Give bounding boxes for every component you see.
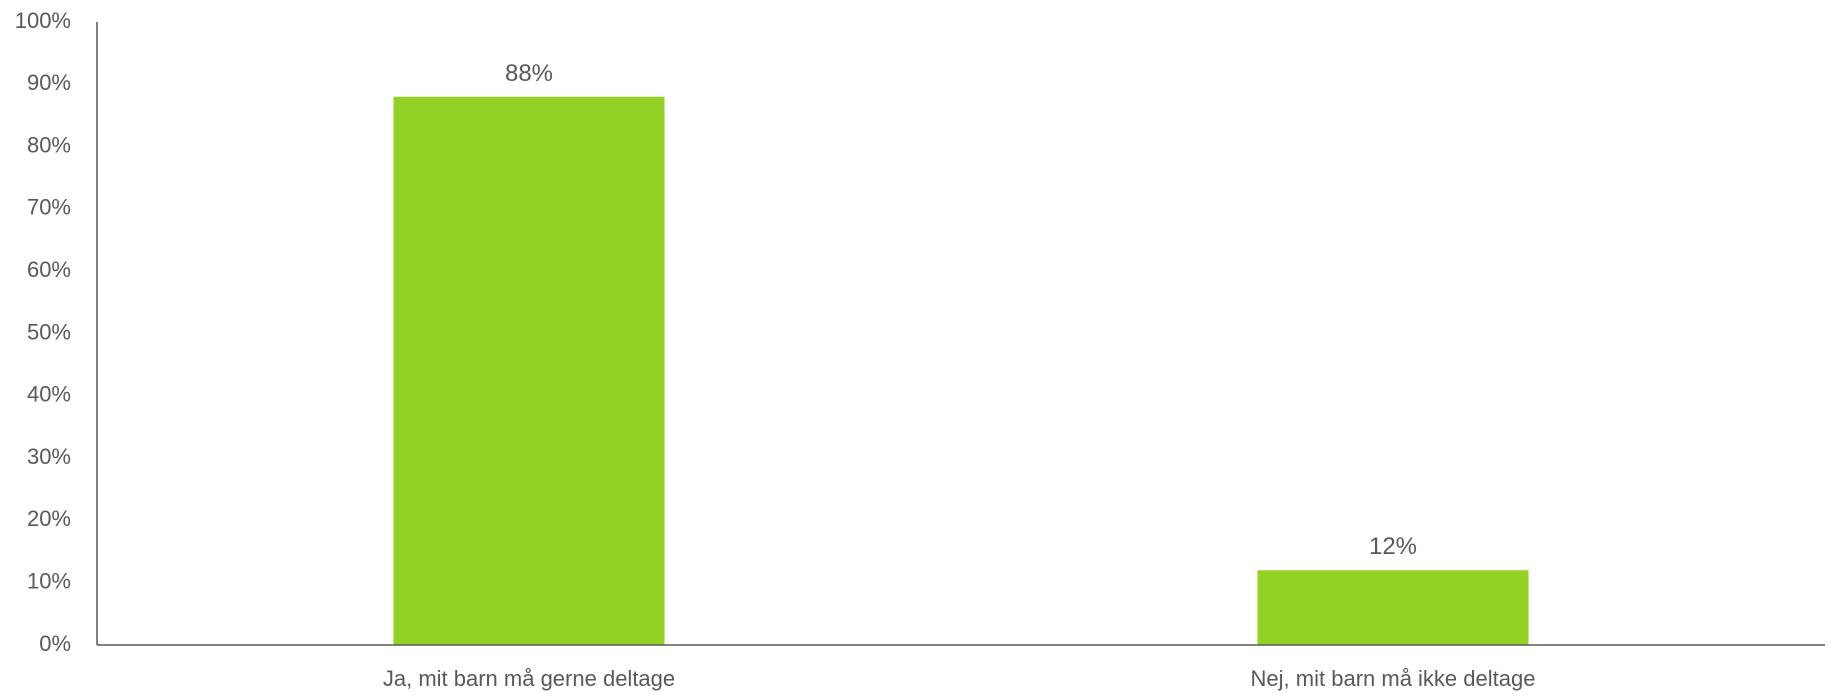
x-axis-labels: Ja, mit barn må gerne deltage Nej, mit ba… xyxy=(383,666,1536,691)
data-labels: 88% 12% xyxy=(505,60,1417,560)
bar xyxy=(1257,570,1529,645)
y-tick-label: 40% xyxy=(27,382,71,407)
bar-value-label: 12% xyxy=(1369,533,1417,560)
y-tick-label: 70% xyxy=(27,195,71,220)
y-tick-label: 10% xyxy=(27,569,71,594)
y-tick-label: 80% xyxy=(27,132,71,157)
y-tick-label: 90% xyxy=(27,70,71,95)
bar xyxy=(393,96,665,645)
category-label: Nej, mit barn må ikke deltage xyxy=(1251,666,1536,691)
y-tick-label: 100% xyxy=(15,8,71,33)
bars xyxy=(393,96,1529,645)
bar-value-label: 88% xyxy=(505,60,553,87)
y-axis-ticks: 0% 10% 20% 30% 40% 50% 60% 70% 80% 90% 100% xyxy=(15,8,71,656)
y-tick-label: 30% xyxy=(27,444,71,469)
y-tick-label: 20% xyxy=(27,506,71,531)
y-tick-label: 60% xyxy=(27,257,71,282)
y-tick-label: 0% xyxy=(39,631,71,656)
category-label: Ja, mit barn må gerne deltage xyxy=(383,666,675,691)
y-tick-label: 50% xyxy=(27,319,71,344)
